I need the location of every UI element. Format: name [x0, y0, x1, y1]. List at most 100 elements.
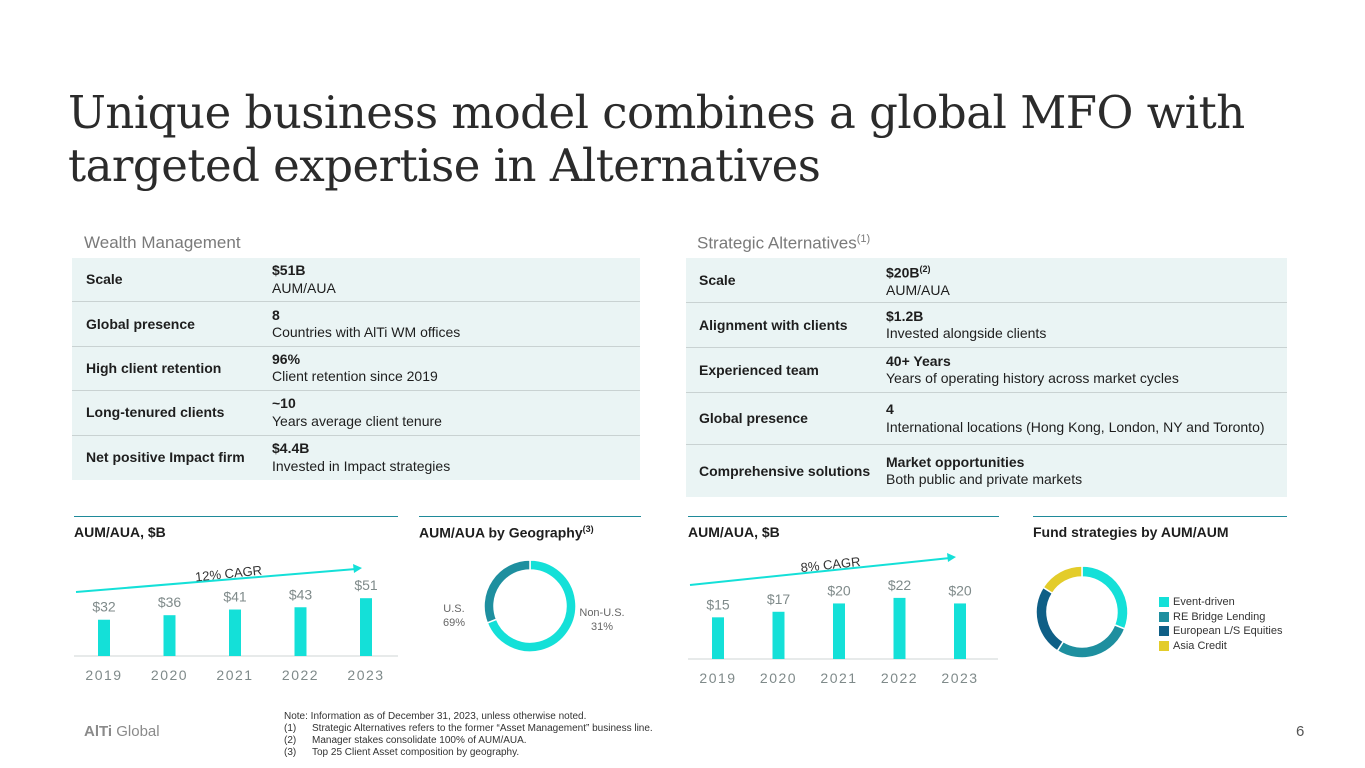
- cagr-arrow-head: [353, 564, 362, 573]
- chart-bar: [712, 617, 724, 659]
- table-row: Alignment with clients $1.2B Invested alo…: [686, 303, 1287, 348]
- donut-label-name: Non-U.S.: [579, 607, 624, 619]
- table-row: Experienced team 40+ Years Years of opera…: [686, 348, 1287, 393]
- footnotes: Note: Information as of December 31, 202…: [284, 711, 653, 759]
- donut-label-value: 31%: [591, 621, 613, 633]
- row-value: $20B(2) AUM/AUA: [886, 261, 950, 300]
- cagr-annotation: 8% CAGR: [800, 554, 861, 575]
- wm-geo-chart-title: AUM/AUA by Geography(3): [419, 516, 641, 544]
- footnote-text: Note: Information as of December 31, 202…: [284, 711, 587, 722]
- bar-value-label: $20: [827, 582, 851, 598]
- metric-value: 40+ Years: [886, 352, 951, 369]
- row-label: Net positive Impact firm: [86, 449, 245, 466]
- metric-desc: AUM/AUA: [886, 281, 950, 298]
- logo-mark: AlTi: [84, 723, 113, 740]
- chart-bar: [294, 607, 307, 656]
- metric-value: ~10: [272, 395, 296, 412]
- footnote-number: (3): [284, 747, 297, 758]
- footnote-text: Manager stakes consolidate 100% of AUM/A…: [312, 735, 527, 746]
- chart-bar: [893, 597, 906, 659]
- x-tick-label: 2021: [820, 670, 857, 686]
- donut-slice: [1035, 586, 1065, 652]
- legend-swatch: [1159, 626, 1169, 637]
- x-tick-label: 2019: [85, 667, 122, 683]
- legend-item: European L/S Equities: [1159, 624, 1282, 639]
- row-value: ~10 Years average client tenure: [272, 395, 442, 430]
- footnote-ref: (2): [919, 263, 931, 274]
- table-row: High client retention 96% Client retentio…: [72, 347, 640, 392]
- row-value: 40+ Years Years of operating history acro…: [886, 353, 1179, 388]
- metric-value: $1.2B: [886, 307, 924, 324]
- cagr-arrow-line: [689, 557, 951, 586]
- donut-slice: [1081, 565, 1129, 630]
- row-label: Scale: [86, 271, 123, 288]
- metric-value: $20B(2): [886, 261, 950, 282]
- row-value: $4.4B Invested in Impact strategies: [272, 440, 450, 475]
- chart-bar: [954, 603, 966, 659]
- row-value: 4 International locations (Hong Kong, Lon…: [886, 401, 1265, 436]
- legend-label: European L/S Equities: [1173, 625, 1283, 638]
- bar-value-label: $32: [92, 599, 116, 615]
- row-value: $51B AUM/AUA: [272, 262, 336, 297]
- row-value: $1.2B Invested alongside clients: [886, 308, 1046, 343]
- metric-value: $4.4B: [272, 440, 310, 457]
- metric-desc: Invested alongside clients: [886, 325, 1047, 341]
- footnote-number: (2): [284, 735, 297, 746]
- wm-aum-bar-chart: $32 2019 $36 2020 $41 2021 $43 2022 $51 2023 12% C…: [74, 563, 398, 683]
- footnote-line: (3) Top 25 Client Asset composition by ge…: [284, 747, 653, 759]
- footnote-line: Note: Information as of December 31, 202…: [284, 711, 653, 723]
- table-row: Comprehensive solutions Market opportuni…: [686, 445, 1287, 497]
- legend-label: RE Bridge Lending: [1173, 610, 1266, 623]
- strategic-alternatives-heading-text: Strategic Alternatives: [697, 233, 857, 253]
- row-label: High client retention: [86, 359, 222, 376]
- wealth-management-table: Scale $51B AUM/AUA Global presence 8 Count…: [72, 258, 640, 480]
- metric-desc: Years of operating history across market…: [886, 370, 1179, 386]
- chart-bar: [772, 611, 785, 659]
- sa-aum-bar-chart: $15 2019 $17 2020 $20 2021 $22 2022 $20 2023 8% CA…: [688, 553, 998, 686]
- donut-slice: [1042, 565, 1083, 595]
- footnote-line: (1) Strategic Alternatives refers to the …: [284, 723, 653, 735]
- x-tick-label: 2023: [347, 667, 384, 683]
- legend-label: Asia Credit: [1173, 639, 1227, 652]
- table-row: Long-tenured clients ~10 Years average cl…: [72, 391, 640, 436]
- donut-label: U.S. 69%: [443, 603, 465, 629]
- row-label: Comprehensive solutions: [699, 462, 871, 479]
- cagr-arrow-line: [75, 568, 357, 593]
- table-row: Scale $51B AUM/AUA: [72, 258, 640, 303]
- bar-value-label: $41: [223, 589, 247, 605]
- x-tick-label: 2023: [941, 670, 978, 686]
- table-row: Global presence 8 Countries with AlTi WM …: [72, 302, 640, 347]
- row-label: Alignment with clients: [699, 316, 848, 333]
- table-row: Scale $20B(2) AUM/AUA: [686, 258, 1287, 303]
- donut-label: Non-U.S. 31%: [579, 607, 624, 633]
- bar-value-label: $51: [354, 577, 378, 593]
- footnote-ref: (3): [582, 524, 594, 534]
- metric-value: 96%: [272, 350, 301, 367]
- legend-item: Event-driven: [1159, 595, 1282, 610]
- wealth-management-heading: Wealth Management: [84, 233, 241, 253]
- logo-text: Global: [112, 723, 160, 740]
- footnote-text: Top 25 Client Asset composition by geogr…: [312, 747, 520, 758]
- fund-strategies-legend: Event-driven RE Bridge Lending European …: [1159, 595, 1282, 653]
- row-label: Experienced team: [699, 361, 819, 378]
- bar-value-label: $43: [289, 586, 313, 602]
- bar-value-label: $36: [158, 594, 182, 610]
- x-tick-label: 2020: [760, 670, 797, 686]
- metric-value-text: $20B: [886, 264, 920, 281]
- wm-aum-chart-title: AUM/AUA, $B: [74, 516, 398, 544]
- legend-item: Asia Credit: [1159, 639, 1282, 654]
- metric-value: 4: [886, 401, 894, 417]
- sa-aum-chart-title: AUM/AUA, $B: [688, 516, 999, 544]
- chart-bar: [833, 603, 845, 659]
- donut-slice: [1056, 623, 1126, 659]
- strategic-alternatives-heading: Strategic Alternatives(1): [697, 233, 870, 254]
- metric-value: $51B: [272, 262, 306, 279]
- legend-swatch: [1159, 597, 1169, 608]
- metric-desc: Invested in Impact strategies: [272, 457, 451, 474]
- x-tick-label: 2020: [151, 667, 188, 683]
- metric-desc: Both public and private markets: [886, 471, 1083, 487]
- page-number: 6: [1296, 723, 1305, 740]
- footnote-ref: (1): [856, 233, 871, 245]
- wm-geo-donut-chart: U.S. 69% Non-U.S. 31%: [443, 559, 625, 653]
- chart-bar: [98, 619, 110, 656]
